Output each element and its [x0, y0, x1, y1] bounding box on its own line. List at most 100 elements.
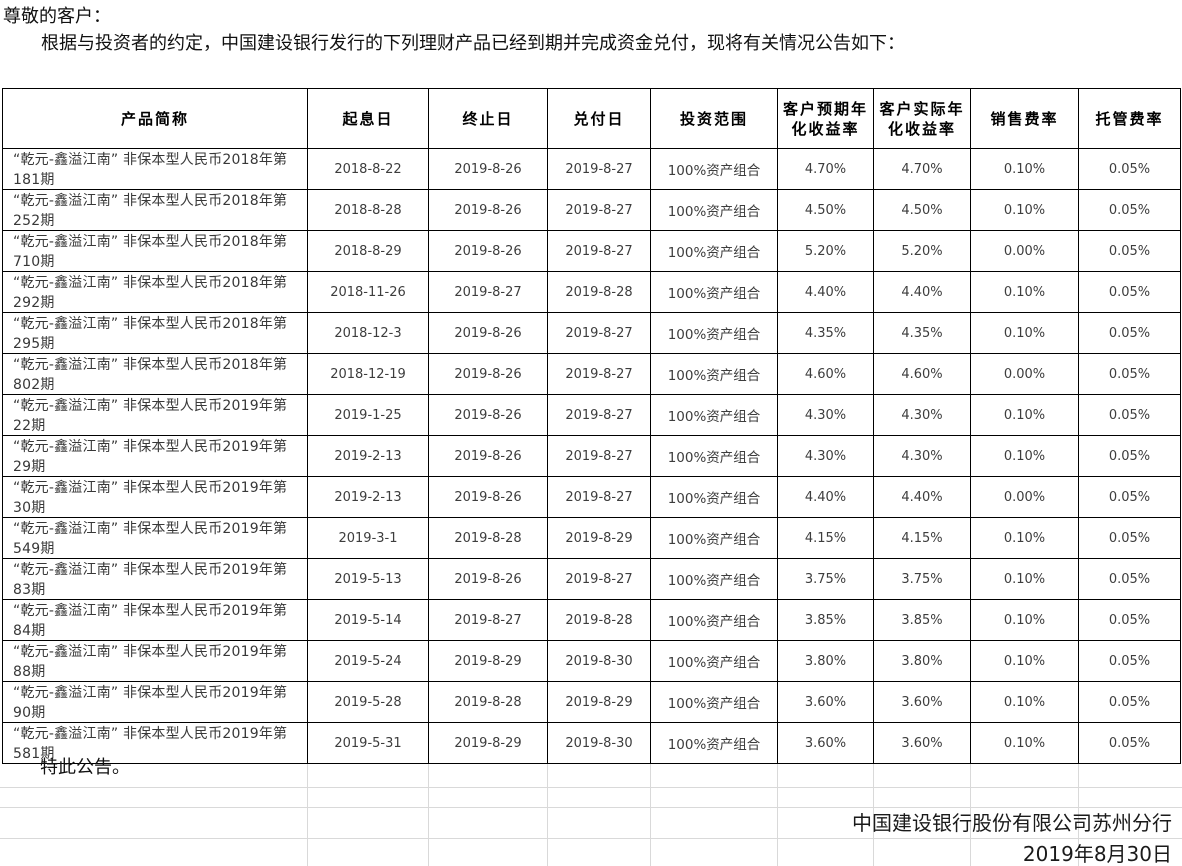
product-name-cell: “乾元-鑫溢江南” 非保本型人民币2019年第84期 [2, 599, 308, 641]
start-date-cell: 2018-8-28 [307, 189, 429, 231]
expected-yield-cell: 3.60% [777, 722, 874, 764]
start-date-cell: 2019-5-24 [307, 640, 429, 682]
custody-fee-cell: 0.05% [1078, 599, 1181, 641]
table-row: “乾元-鑫溢江南” 非保本型人民币2019年第581期 2019-5-31 2019… [2, 722, 1181, 764]
end-date-cell: 2019-8-26 [428, 353, 548, 395]
actual-yield-cell: 3.60% [873, 722, 971, 764]
column-header-product-name: 产品简称 [2, 88, 308, 149]
header-row: 产品简称 起息日 终止日 兑付日 投资范围 客户预期年化收益率 客户实际年化收益… [2, 88, 1181, 149]
signature-date: 2019年8月30日 [1022, 842, 1172, 866]
start-date-cell: 2018-8-29 [307, 230, 429, 272]
gridline [0, 807, 1182, 808]
actual-yield-cell: 4.30% [873, 435, 971, 477]
actual-yield-cell: 5.20% [873, 230, 971, 272]
product-name-cell: “乾元-鑫溢江南” 非保本型人民币2019年第88期 [2, 640, 308, 682]
sales-fee-cell: 0.10% [970, 189, 1079, 231]
table-row: “乾元-鑫溢江南” 非保本型人民币2019年第84期 2019-5-14 2019-… [2, 599, 1181, 641]
end-date-cell: 2019-8-26 [428, 394, 548, 436]
expected-yield-cell: 4.30% [777, 435, 874, 477]
payment-date-cell: 2019-8-27 [547, 230, 651, 272]
expected-yield-cell: 4.15% [777, 517, 874, 559]
custody-fee-cell: 0.05% [1078, 189, 1181, 231]
end-date-cell: 2019-8-26 [428, 476, 548, 518]
payment-date-cell: 2019-8-29 [547, 681, 651, 723]
custody-fee-cell: 0.05% [1078, 558, 1181, 600]
custody-fee-cell: 0.05% [1078, 722, 1181, 764]
actual-yield-cell: 4.60% [873, 353, 971, 395]
custody-fee-cell: 0.05% [1078, 394, 1181, 436]
investment-scope-cell: 100%资产组合 [650, 271, 778, 313]
product-name-cell: “乾元-鑫溢江南” 非保本型人民币2018年第710期 [2, 230, 308, 272]
sales-fee-cell: 0.10% [970, 271, 1079, 313]
custody-fee-cell: 0.05% [1078, 271, 1181, 313]
sales-fee-cell: 0.10% [970, 394, 1079, 436]
product-name-cell: “乾元-鑫溢江南” 非保本型人民币2018年第292期 [2, 271, 308, 313]
expected-yield-cell: 4.70% [777, 148, 874, 190]
actual-yield-cell: 4.15% [873, 517, 971, 559]
product-name-cell: “乾元-鑫溢江南” 非保本型人民币2019年第83期 [2, 558, 308, 600]
end-date-cell: 2019-8-26 [428, 435, 548, 477]
payment-date-cell: 2019-8-27 [547, 148, 651, 190]
payment-date-cell: 2019-8-27 [547, 353, 651, 395]
custody-fee-cell: 0.05% [1078, 517, 1181, 559]
end-date-cell: 2019-8-26 [428, 312, 548, 354]
product-name-cell: “乾元-鑫溢江南” 非保本型人民币2018年第802期 [2, 353, 308, 395]
investment-scope-cell: 100%资产组合 [650, 681, 778, 723]
product-name-cell: “乾元-鑫溢江南” 非保本型人民币2019年第22期 [2, 394, 308, 436]
expected-yield-cell: 4.60% [777, 353, 874, 395]
actual-yield-cell: 4.50% [873, 189, 971, 231]
start-date-cell: 2019-5-13 [307, 558, 429, 600]
actual-yield-cell: 3.80% [873, 640, 971, 682]
product-name-cell: “乾元-鑫溢江南” 非保本型人民币2019年第90期 [2, 681, 308, 723]
table-row: “乾元-鑫溢江南” 非保本型人民币2018年第181期 2018-8-22 2019… [2, 148, 1181, 190]
expected-yield-cell: 3.80% [777, 640, 874, 682]
investment-scope-cell: 100%资产组合 [650, 435, 778, 477]
product-name-cell: “乾元-鑫溢江南” 非保本型人民币2019年第581期 [2, 722, 308, 764]
payment-date-cell: 2019-8-27 [547, 189, 651, 231]
products-table: 产品简称 起息日 终止日 兑付日 投资范围 客户预期年化收益率 客户实际年化收益… [2, 88, 1181, 764]
table-row: “乾元-鑫溢江南” 非保本型人民币2019年第22期 2019-1-25 2019-… [2, 394, 1181, 436]
sales-fee-cell: 0.00% [970, 476, 1079, 518]
payment-date-cell: 2019-8-27 [547, 558, 651, 600]
end-date-cell: 2019-8-26 [428, 230, 548, 272]
payment-date-cell: 2019-8-28 [547, 271, 651, 313]
sales-fee-cell: 0.00% [970, 353, 1079, 395]
sales-fee-cell: 0.10% [970, 681, 1079, 723]
investment-scope-cell: 100%资产组合 [650, 476, 778, 518]
actual-yield-cell: 4.70% [873, 148, 971, 190]
sales-fee-cell: 0.10% [970, 312, 1079, 354]
product-name-cell: “乾元-鑫溢江南” 非保本型人民币2019年第549期 [2, 517, 308, 559]
investment-scope-cell: 100%资产组合 [650, 722, 778, 764]
custody-fee-cell: 0.05% [1078, 230, 1181, 272]
end-date-cell: 2019-8-27 [428, 271, 548, 313]
payment-date-cell: 2019-8-27 [547, 476, 651, 518]
end-date-cell: 2019-8-28 [428, 517, 548, 559]
actual-yield-cell: 3.75% [873, 558, 971, 600]
end-date-cell: 2019-8-29 [428, 640, 548, 682]
start-date-cell: 2019-5-31 [307, 722, 429, 764]
payment-date-cell: 2019-8-29 [547, 517, 651, 559]
column-header-custody-fee: 托管费率 [1078, 88, 1181, 149]
investment-scope-cell: 100%资产组合 [650, 148, 778, 190]
end-date-cell: 2019-8-28 [428, 681, 548, 723]
product-name-cell: “乾元-鑫溢江南” 非保本型人民币2018年第252期 [2, 189, 308, 231]
product-name-cell: “乾元-鑫溢江南” 非保本型人民币2019年第29期 [2, 435, 308, 477]
start-date-cell: 2018-11-26 [307, 271, 429, 313]
sales-fee-cell: 0.00% [970, 230, 1079, 272]
end-date-cell: 2019-8-26 [428, 558, 548, 600]
investment-scope-cell: 100%资产组合 [650, 394, 778, 436]
sales-fee-cell: 0.10% [970, 435, 1079, 477]
payment-date-cell: 2019-8-27 [547, 312, 651, 354]
expected-yield-cell: 4.35% [777, 312, 874, 354]
expected-yield-cell: 3.60% [777, 681, 874, 723]
end-date-cell: 2019-8-27 [428, 599, 548, 641]
investment-scope-cell: 100%资产组合 [650, 640, 778, 682]
custody-fee-cell: 0.05% [1078, 312, 1181, 354]
investment-scope-cell: 100%资产组合 [650, 517, 778, 559]
start-date-cell: 2018-12-3 [307, 312, 429, 354]
table-row: “乾元-鑫溢江南” 非保本型人民币2018年第295期 2018-12-3 2019… [2, 312, 1181, 354]
column-header-actual-yield: 客户实际年化收益率 [873, 88, 971, 149]
custody-fee-cell: 0.05% [1078, 353, 1181, 395]
